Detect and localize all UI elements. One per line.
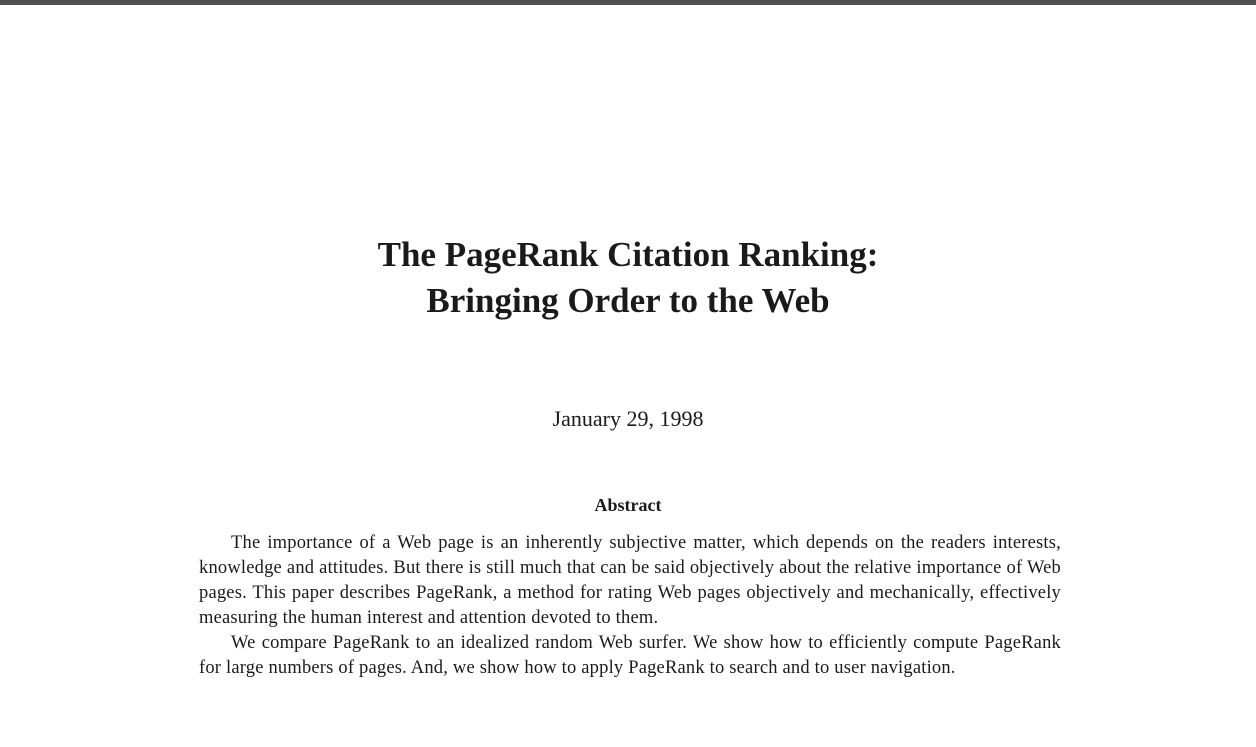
abstract-heading: Abstract: [594, 495, 662, 515]
paper-title-line-2: Bringing Order to the Web: [426, 281, 830, 320]
paper-date: January 29, 1998: [552, 406, 704, 431]
viewer-top-border: [0, 0, 1256, 5]
abstract-paragraph-1: The importance of a Web page is an inher…: [199, 533, 1061, 628]
abstract-body: The importance of a Web page is an inher…: [199, 531, 1061, 681]
paper-title-line-1: The PageRank Citation Ranking:: [377, 235, 879, 274]
abstract-paragraph-2: We compare PageRank to an idealized rand…: [199, 633, 1061, 678]
paper-title: The PageRank Citation Ranking: Bringing …: [0, 232, 1256, 324]
